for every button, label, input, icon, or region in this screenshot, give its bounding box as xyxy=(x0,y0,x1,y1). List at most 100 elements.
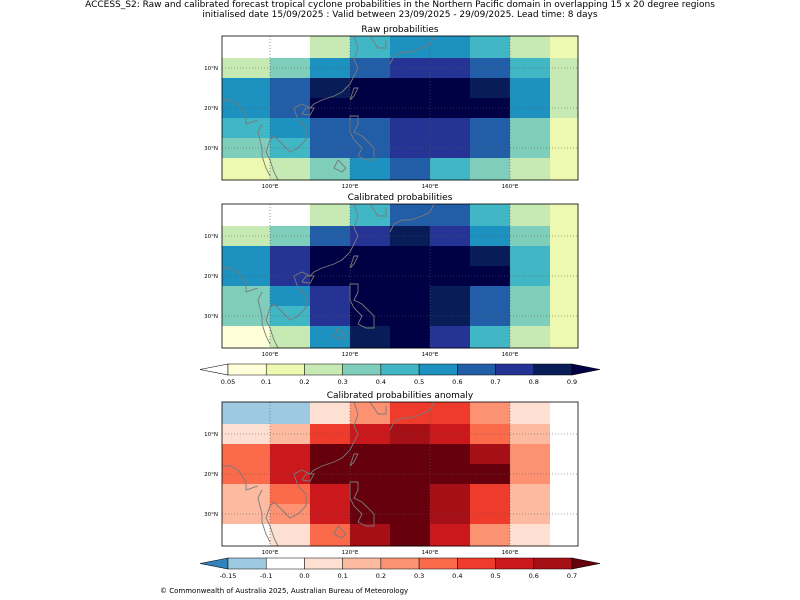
coastline xyxy=(389,203,435,233)
colorbar-tick-label: 0.9 xyxy=(567,378,577,386)
heatmap-cell xyxy=(390,158,431,181)
lat-tick-label: 10°N xyxy=(204,66,218,72)
colorbar-tick-label: 0.5 xyxy=(414,378,424,386)
colorbar-tick-label: 0.7 xyxy=(567,572,577,580)
heatmap-cell xyxy=(430,36,471,59)
colorbar-over-arrow xyxy=(571,363,601,376)
heatmap-cell xyxy=(470,138,511,159)
heatmap-cell xyxy=(430,326,471,349)
heatmap-cell xyxy=(270,158,311,181)
colorbar-under-arrow xyxy=(199,363,229,376)
coastline xyxy=(301,107,315,116)
heatmap-cell xyxy=(390,524,431,547)
heatmap-cell xyxy=(390,464,431,485)
heatmap-cell xyxy=(390,444,431,465)
heatmap-cell xyxy=(310,118,351,139)
heatmap-cell xyxy=(470,402,511,425)
colorbar-1: 0.05 0.1 0.2 0.3 0.4 0.5 0.6 0.7 0.8 0.9 xyxy=(199,363,601,386)
heatmap-cell xyxy=(270,444,311,465)
colorbar-tick-label: 0.6 xyxy=(529,572,539,580)
colorbar-tick-label: 0.7 xyxy=(490,378,500,386)
coastline xyxy=(265,35,359,181)
heatmap-cell xyxy=(350,36,391,59)
heatmap-cell xyxy=(510,246,551,267)
lon-tick-label: 100°E xyxy=(262,550,279,556)
coastline xyxy=(222,267,259,293)
colorbar-tick-label: 0.2 xyxy=(299,378,309,386)
colorbar-tick-label: 0.4 xyxy=(452,572,462,580)
lat-tick-label: 30°N xyxy=(204,512,218,518)
heatmap-cell xyxy=(222,36,271,59)
heatmap-cell xyxy=(270,118,311,139)
coastline xyxy=(301,275,315,284)
heatmap-cell xyxy=(390,58,431,79)
colorbar-swatch xyxy=(380,557,420,570)
heatmap-cell xyxy=(390,246,431,267)
coastline xyxy=(222,99,259,125)
heatmap-cell xyxy=(270,306,311,327)
heatmap-cell xyxy=(430,286,471,307)
heatmap-cell xyxy=(510,158,551,181)
heatmap-cell xyxy=(270,484,311,505)
heatmap-cell xyxy=(222,444,271,465)
heatmap-cell xyxy=(510,204,551,227)
heatmap-cell xyxy=(470,98,511,119)
heatmap-cell xyxy=(550,524,579,547)
panel-title: Calibrated probabilities anomaly xyxy=(327,391,474,401)
heatmap-cell xyxy=(390,504,431,525)
map-panel-3: Calibrated probabilities anomaly 100°E 120… xyxy=(204,391,579,556)
heatmap-cell xyxy=(222,246,271,267)
heatmap-cell xyxy=(270,138,311,159)
coastline xyxy=(257,489,271,543)
heatmap-cell xyxy=(510,58,551,79)
heatmap-cell xyxy=(350,306,391,327)
heatmap-cell xyxy=(510,78,551,99)
heatmap-cell xyxy=(270,464,311,485)
heatmap-cell xyxy=(550,402,579,425)
heatmap-cell xyxy=(470,58,511,79)
colorbar-swatch xyxy=(380,363,420,376)
heatmap-cell xyxy=(470,158,511,181)
heatmap-cell xyxy=(430,158,471,181)
heatmap-cell xyxy=(390,266,431,287)
heatmap-cell xyxy=(270,402,311,425)
heatmap-cell xyxy=(310,78,351,99)
coastline xyxy=(349,255,359,269)
heatmap-cell xyxy=(270,246,311,267)
colorbar-tick-label: 0.6 xyxy=(452,378,462,386)
heatmap-cell xyxy=(510,524,551,547)
colorbar-tick-label: -0.1 xyxy=(260,572,273,580)
heatmap-cell xyxy=(430,524,471,547)
heatmap-cell xyxy=(430,78,471,99)
heatmap-cell xyxy=(390,286,431,307)
heatmap-cell xyxy=(222,524,271,547)
colorbar-tick-label: 0.0 xyxy=(299,572,309,580)
figure-title: ACCESS_S2: Raw and calibrated forecast t… xyxy=(0,0,800,20)
heatmap-cell xyxy=(510,226,551,247)
colorbar-swatch xyxy=(418,363,458,376)
lon-tick-label: 140°E xyxy=(422,550,439,556)
heatmap-cell xyxy=(470,444,511,465)
heatmap-cell xyxy=(390,484,431,505)
heatmap-cell xyxy=(510,484,551,505)
heatmap-cell xyxy=(430,246,471,267)
heatmap-cell xyxy=(350,444,391,465)
coastline xyxy=(265,401,359,547)
heatmap-cell xyxy=(550,246,579,267)
colorbar-tick-label: 0.5 xyxy=(490,572,500,580)
coastline xyxy=(389,35,435,65)
lat-tick-label: 10°N xyxy=(204,432,218,438)
heatmap-cell xyxy=(390,118,431,139)
heatmap-cell xyxy=(310,158,351,181)
heatmap-cell xyxy=(510,36,551,59)
heatmap-cell xyxy=(310,524,351,547)
colorbar-under-arrow xyxy=(199,557,229,570)
colorbar-swatch xyxy=(265,557,305,570)
heatmap-cell xyxy=(222,78,271,99)
heatmap-cell xyxy=(390,424,431,445)
panel-frame xyxy=(221,35,579,181)
heatmap-cell xyxy=(222,402,271,425)
coastline xyxy=(222,465,259,491)
heatmap-cell xyxy=(430,118,471,139)
